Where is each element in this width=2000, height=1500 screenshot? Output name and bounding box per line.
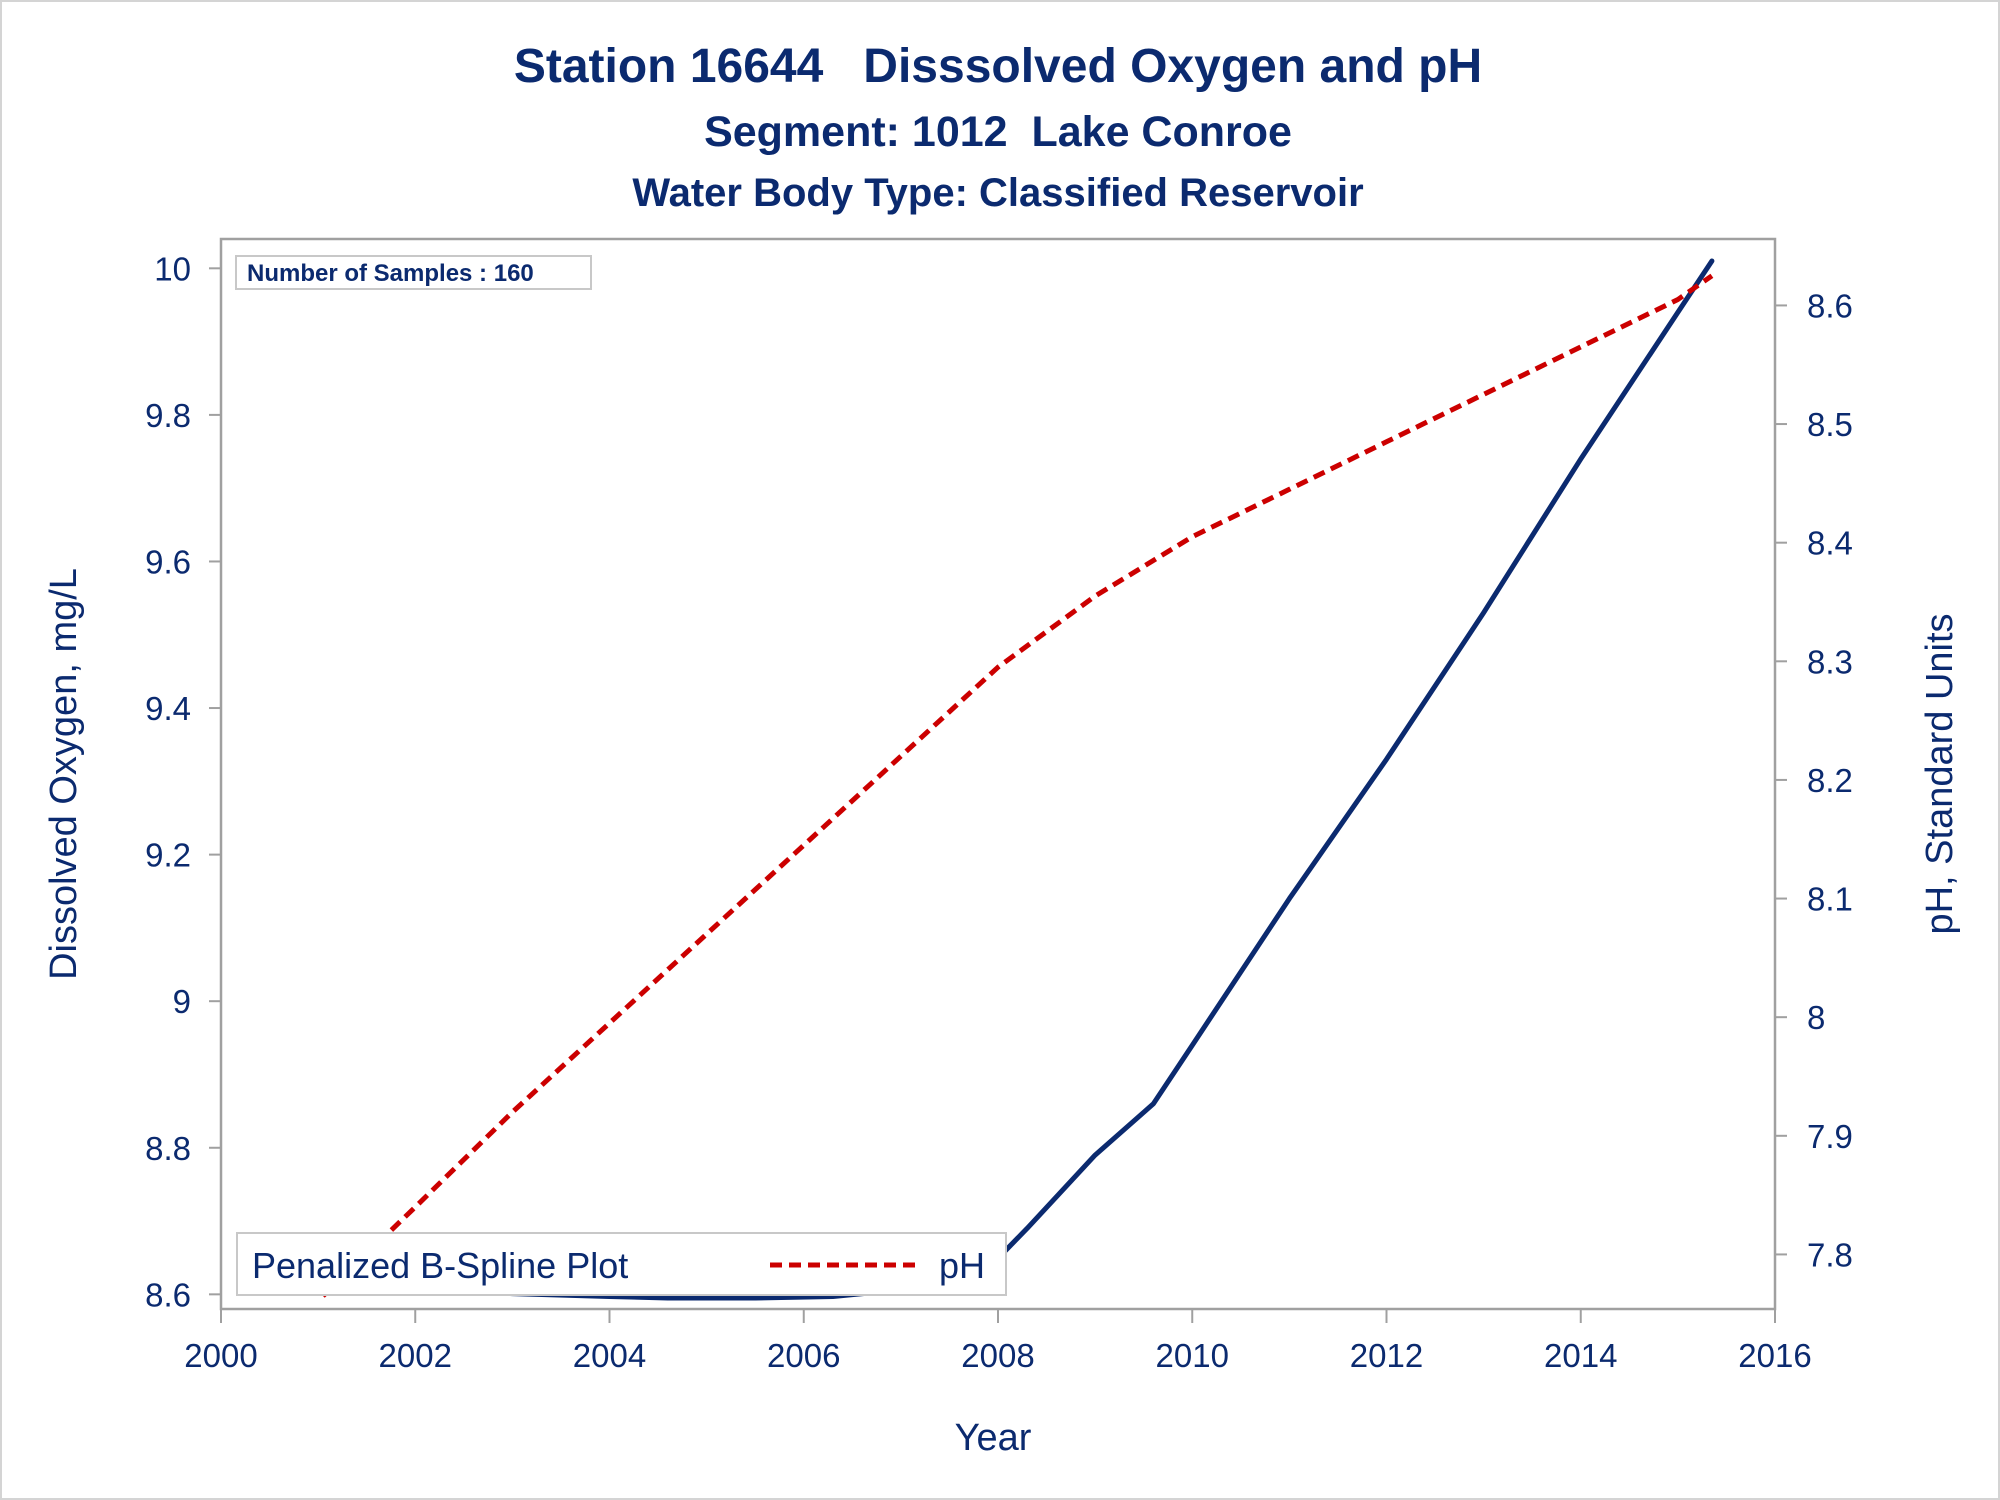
- legend-box: [236, 1232, 1007, 1296]
- x-axis-label: Year: [955, 1417, 1032, 1459]
- y2-tick-label: 7.9: [1807, 1118, 1853, 1155]
- y2-tick-label: 8.2: [1807, 762, 1853, 799]
- samples-inset-box: [235, 255, 592, 290]
- y-tick-label: 10: [154, 250, 191, 287]
- x-axis: 2000 2002 2004 2006 2008 2010 2012 2014 2016: [184, 1309, 1812, 1374]
- y-axis-label: Dissolved Oxygen, mg/L: [43, 568, 85, 980]
- y2-tick-label: 8.4: [1807, 525, 1853, 562]
- x-tick-label: 2012: [1350, 1337, 1423, 1374]
- y2-tick-label: 8.5: [1807, 406, 1853, 443]
- series-layer: [320, 258, 1715, 1301]
- x-tick-label: 2006: [767, 1337, 840, 1374]
- y-tick-label: 9.6: [145, 543, 191, 580]
- legend-title: Penalized B-Spline Plot: [252, 1245, 628, 1286]
- x-tick-label: 2000: [184, 1337, 257, 1374]
- chart-subtitle-2: Water Body Type: Classified Reservoir: [632, 171, 1363, 215]
- plot-area-frame: [219, 237, 1777, 1311]
- legend-entry-ph: pH: [939, 1245, 985, 1286]
- x-tick-label: 2008: [961, 1337, 1034, 1374]
- series-line-dissolved-oxygen: [320, 258, 1715, 1301]
- y-tick-label: 8.8: [145, 1130, 191, 1167]
- x-tick-label: 2004: [573, 1337, 646, 1374]
- y-axis-left: 8.6 8.8 9 9.2 9.4 9.6 9.8 10: [145, 250, 221, 1313]
- x-tick-label: 2014: [1544, 1337, 1617, 1374]
- y-axis-right: 7.8 7.9 8 8.1 8.2 8.3 8.4 8.5 8.6: [1775, 287, 1853, 1273]
- series-line-ph: [321, 273, 1714, 1298]
- samples-count-annotation: Number of Samples : 160: [247, 260, 534, 287]
- y2-tick-label: 7.8: [1807, 1236, 1853, 1273]
- chart-subtitle: Segment: 1012 Lake Conroe: [704, 108, 1292, 156]
- y-tick-label: 8.6: [145, 1276, 191, 1313]
- x-tick-label: 2002: [379, 1337, 452, 1374]
- y2-tick-label: 8.1: [1807, 881, 1853, 918]
- x-tick-label: 2010: [1156, 1337, 1229, 1374]
- y2-axis-label: pH, Standard Units: [1919, 613, 1961, 934]
- y-tick-label: 9.2: [145, 837, 191, 874]
- y2-tick-label: 8.6: [1807, 287, 1853, 324]
- y-tick-label: 9.4: [145, 690, 191, 727]
- y2-tick-label: 8: [1807, 999, 1825, 1036]
- y2-tick-label: 8.3: [1807, 643, 1853, 680]
- x-tick-label: 2016: [1738, 1337, 1811, 1374]
- y-tick-label: 9.8: [145, 397, 191, 434]
- chart-title: Station 16644 Disssolved Oxygen and pH: [514, 40, 1482, 93]
- y-tick-label: 9: [173, 983, 191, 1020]
